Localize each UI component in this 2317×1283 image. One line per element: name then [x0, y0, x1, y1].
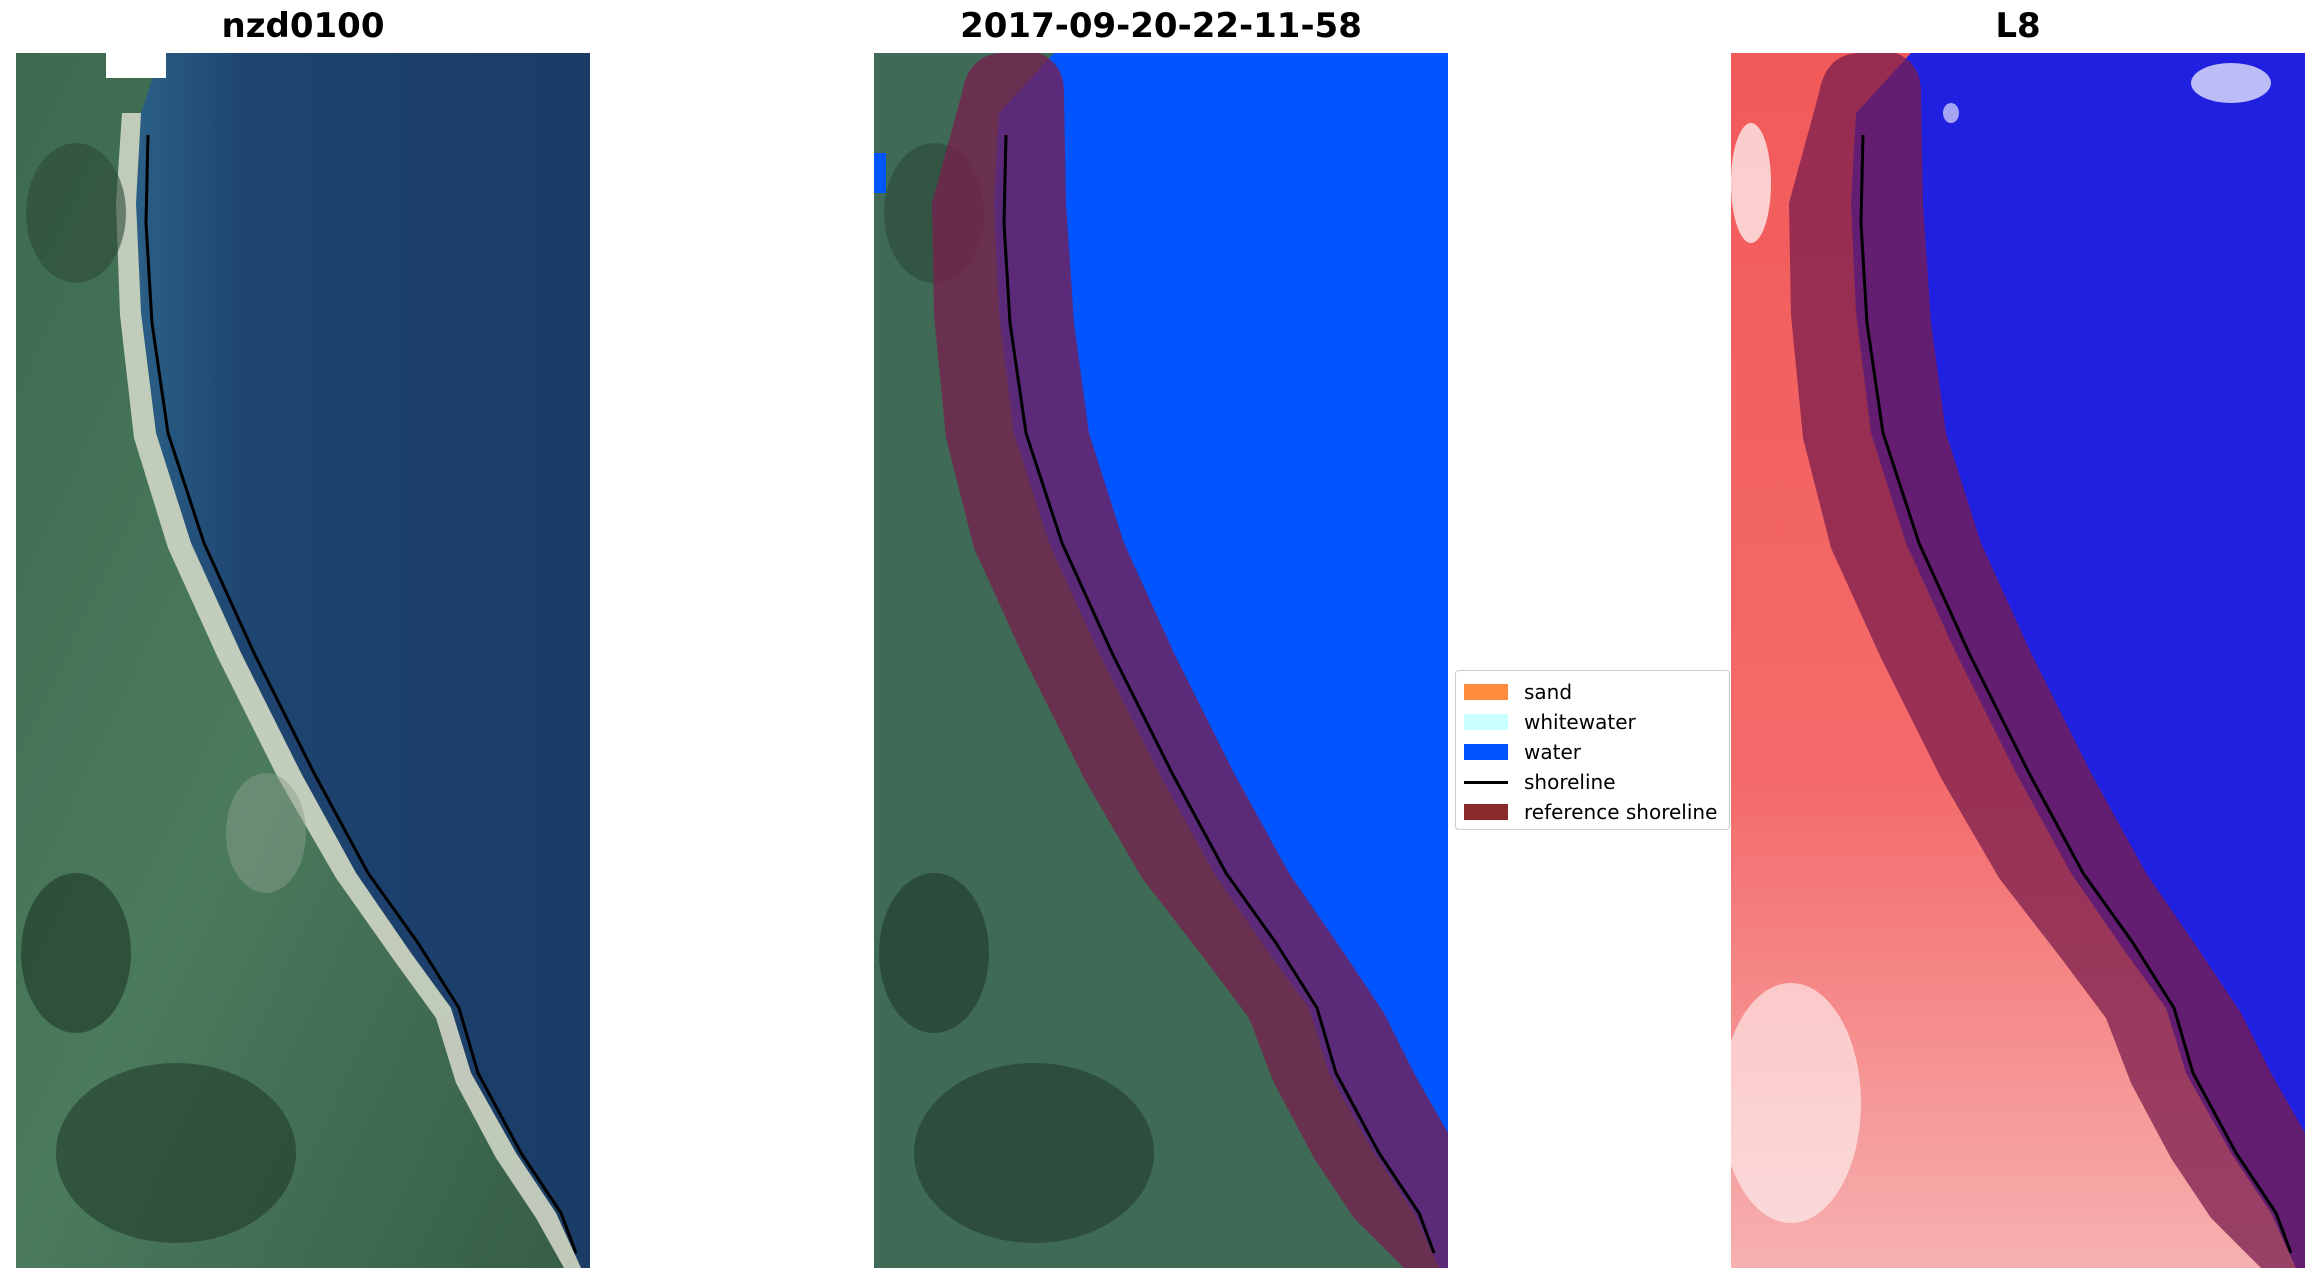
nodata-patch — [106, 53, 166, 78]
panel-title-rgb: nzd0100 — [221, 6, 385, 46]
legend-item-whitewater: whitewater — [1464, 707, 1721, 737]
legend: sand whitewater water shoreline referenc… — [1455, 670, 1730, 830]
reference-shoreline-swatch — [1464, 804, 1508, 820]
legend-label: sand — [1524, 680, 1573, 704]
index-image — [1731, 53, 2305, 1268]
ocean-area — [136, 53, 590, 1268]
legend-item-sand: sand — [1464, 677, 1721, 707]
legend-label: reference shoreline — [1524, 800, 1718, 824]
panel-title-index: L8 — [1995, 6, 2041, 46]
shoreline-line — [1002, 134, 1436, 1254]
index-image-panel — [1731, 53, 2305, 1268]
legend-label: whitewater — [1524, 710, 1636, 734]
legend-label: shoreline — [1524, 770, 1616, 794]
rgb-image-panel — [16, 53, 590, 1268]
reference-shoreline-buffer — [1789, 53, 2305, 1268]
shoreline-line — [144, 134, 578, 1254]
legend-label: water — [1524, 740, 1581, 764]
legend-item-shoreline: shoreline — [1464, 767, 1721, 797]
shoreline-line-swatch — [1464, 780, 1508, 784]
classified-image-panel — [874, 53, 1448, 1268]
legend-item-reference-shoreline: reference shoreline — [1464, 797, 1721, 827]
water-swatch — [1464, 744, 1508, 760]
classified-image — [874, 53, 1448, 1268]
whitewater-swatch — [1464, 714, 1508, 730]
legend-item-water: water — [1464, 737, 1721, 767]
rgb-satellite-image — [16, 53, 590, 1268]
panel-title-classified: 2017-09-20-22-11-58 — [960, 6, 1362, 46]
shoreline-line — [1859, 134, 2293, 1254]
reference-shoreline-buffer — [932, 53, 1448, 1268]
sand-swatch — [1464, 684, 1508, 700]
